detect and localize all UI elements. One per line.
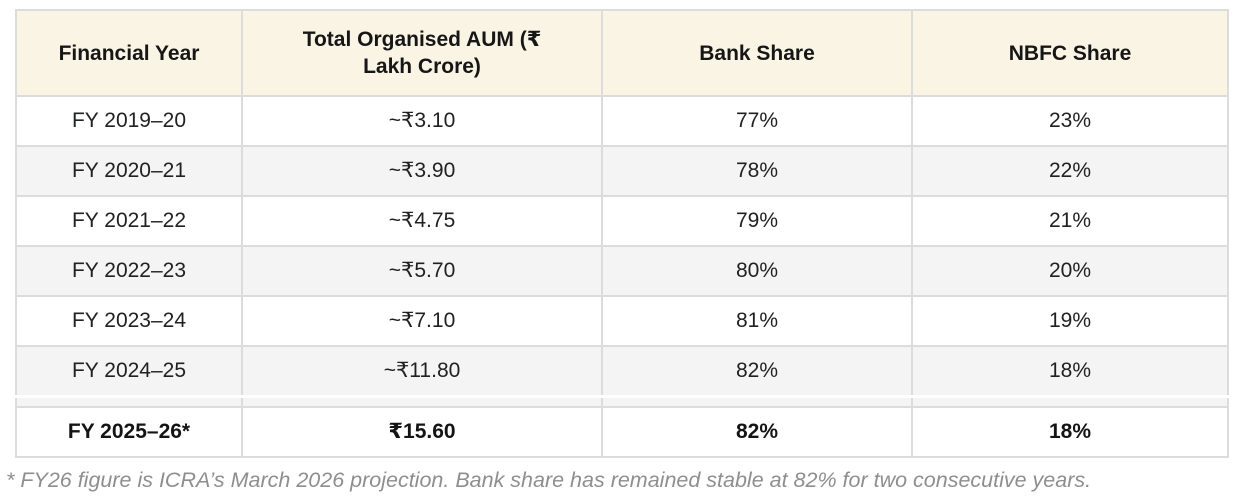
cell-nbfc-share: 23%	[911, 95, 1229, 147]
cell-aum: ₹15.60	[241, 406, 603, 458]
cell-year: FY 2020–21	[15, 145, 243, 197]
table-row: FY 2022–23 ~₹5.70 80% 20%	[15, 245, 1229, 297]
table-row: FY 2021–22 ~₹4.75 79% 21%	[15, 195, 1229, 247]
cell-nbfc-share: 21%	[911, 195, 1229, 247]
cell-aum: ~₹3.10	[241, 95, 603, 147]
cell-nbfc-share: 18%	[911, 406, 1229, 458]
col-header-nbfc-share-label: NBFC Share	[1008, 41, 1132, 65]
cell-nbfc-share: 22%	[911, 145, 1229, 197]
cell-nbfc-share: 18%	[911, 345, 1229, 398]
cell-year: FY 2021–22	[15, 195, 243, 247]
cell-bank-share: 77%	[601, 95, 913, 147]
table-row: FY 2020–21 ~₹3.90 78% 22%	[15, 145, 1229, 197]
cell-nbfc-share: 20%	[911, 245, 1229, 297]
cell-bank-share: 82%	[601, 406, 913, 458]
col-header-total-aum-label: Total Organised AUM (₹ Lakh Crore)	[302, 28, 542, 78]
cell-aum: ~₹4.75	[241, 195, 603, 247]
col-header-financial-year: Financial Year	[15, 9, 243, 97]
cell-bank-share: 82%	[601, 345, 913, 398]
table-row: FY 2025–26* ₹15.60 82% 18%	[15, 406, 1229, 458]
separator-cell	[601, 395, 913, 408]
aum-table: Financial Year Total Organised AUM (₹ La…	[15, 9, 1229, 458]
separator-cell	[15, 395, 243, 408]
col-header-total-aum: Total Organised AUM (₹ Lakh Crore)	[241, 9, 603, 97]
col-header-nbfc-share: NBFC Share	[911, 9, 1229, 97]
table-row: FY 2024–25 ~₹11.80 82% 18%	[15, 345, 1229, 398]
cell-bank-share: 78%	[601, 145, 913, 197]
footnote: * FY26 figure is ICRA’s March 2026 proje…	[6, 468, 1092, 492]
cell-nbfc-share: 19%	[911, 295, 1229, 347]
separator-row	[15, 395, 1229, 408]
separator-cell	[241, 395, 603, 408]
cell-aum: ~₹3.90	[241, 145, 603, 197]
cell-year: FY 2024–25	[15, 345, 243, 398]
table-body: FY 2019–20 ~₹3.10 77% 23% FY 2020–21 ~₹3.90 78…	[15, 95, 1229, 458]
cell-bank-share: 81%	[601, 295, 913, 347]
cell-aum: ~₹7.10	[241, 295, 603, 347]
cell-year: FY 2023–24	[15, 295, 243, 347]
cell-aum: ~₹11.80	[241, 345, 603, 398]
cell-year: FY 2025–26*	[15, 406, 243, 458]
table-row: FY 2019–20 ~₹3.10 77% 23%	[15, 95, 1229, 147]
cell-bank-share: 80%	[601, 245, 913, 297]
cell-year: FY 2019–20	[15, 95, 243, 147]
col-header-bank-share: Bank Share	[601, 9, 913, 97]
separator-cell	[911, 395, 1229, 408]
header-row: Financial Year Total Organised AUM (₹ La…	[15, 9, 1229, 97]
table-row: FY 2023–24 ~₹7.10 81% 19%	[15, 295, 1229, 347]
cell-year: FY 2022–23	[15, 245, 243, 297]
col-header-financial-year-label: Financial Year	[58, 41, 200, 65]
cell-aum: ~₹5.70	[241, 245, 603, 297]
col-header-bank-share-label: Bank Share	[699, 41, 815, 65]
cell-bank-share: 79%	[601, 195, 913, 247]
